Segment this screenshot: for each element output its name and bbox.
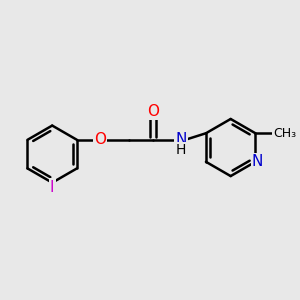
Text: H: H [176,143,186,157]
Text: N: N [175,132,186,147]
Text: O: O [147,104,159,119]
Text: I: I [50,180,54,195]
Text: O: O [94,132,106,147]
Text: CH₃: CH₃ [274,127,297,140]
Text: N: N [252,154,263,169]
